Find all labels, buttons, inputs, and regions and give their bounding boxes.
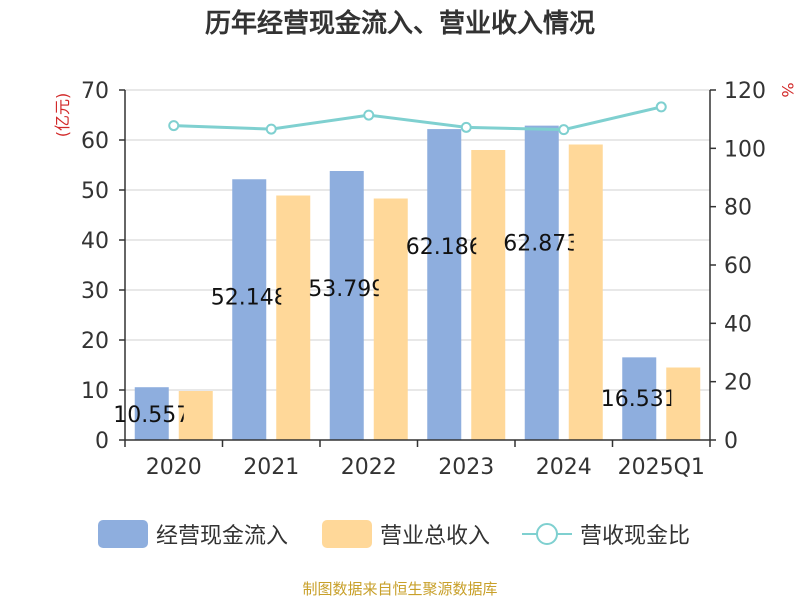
y-right-tick-label: 0 xyxy=(724,429,738,454)
x-tick-label: 2025Q1 xyxy=(618,455,705,480)
y-right-tick-label: 60 xyxy=(724,254,752,279)
ratio-point xyxy=(655,101,667,113)
bar-revenue xyxy=(178,391,213,440)
chart-title: 历年经营现金流入、营业收入情况 xyxy=(205,8,595,39)
bar-cash-inflow xyxy=(622,357,657,440)
y-left-tick-label: 70 xyxy=(81,79,109,104)
y-right-tick-label: 40 xyxy=(724,312,752,337)
y-left-tick-label: 40 xyxy=(81,229,109,254)
data-label-cash-inflow: 52.148 xyxy=(211,285,288,310)
bar-revenue xyxy=(568,144,603,440)
y-left-tick-label: 20 xyxy=(81,329,109,354)
bar-cash-inflow xyxy=(329,171,364,440)
legend-label-revenue: 营业总收入 xyxy=(380,524,491,549)
data-label-cash-inflow: 53.799 xyxy=(308,277,385,302)
bar-cash-inflow xyxy=(232,179,267,440)
legend: 经营现金流入 营业总收入 营收现金比 xyxy=(0,514,800,554)
y-left-tick-label: 60 xyxy=(81,129,109,154)
x-tick-label: 2020 xyxy=(146,455,202,480)
ratio-point xyxy=(265,123,277,135)
bars xyxy=(134,125,701,440)
ratio-point xyxy=(168,120,180,132)
x-tick-label: 2021 xyxy=(243,455,299,480)
y-left-tick-label: 0 xyxy=(95,429,109,454)
axes: 0 10 20 30 40 50 60 70 0 20 40 60 80 100 120 2020 2021 20… xyxy=(81,79,766,480)
y-left-label: (亿元) xyxy=(53,93,72,138)
ratio-point xyxy=(363,109,375,121)
bar-cash-inflow xyxy=(134,387,169,440)
x-tick-label: 2022 xyxy=(341,455,397,480)
bar-revenue xyxy=(276,195,311,440)
y-right-tick-label: 20 xyxy=(724,371,752,396)
y-right-tick-label: 80 xyxy=(724,196,752,221)
legend-swatch-ratio xyxy=(522,520,572,548)
bar-revenue xyxy=(373,198,408,440)
legend-item-cash-inflow[interactable]: 经营现金流入 xyxy=(98,514,288,554)
gridlines xyxy=(125,89,710,391)
y-left-tick-label: 10 xyxy=(81,379,109,404)
bar-revenue xyxy=(471,150,506,440)
source-note: 制图数据来自恒生聚源数据库 xyxy=(302,580,498,598)
y-left-tick-label: 50 xyxy=(81,179,109,204)
legend-label-ratio: 营收现金比 xyxy=(580,524,691,549)
ratio-point xyxy=(460,121,472,133)
ratio-point xyxy=(558,124,570,136)
x-tick-label: 2024 xyxy=(536,455,592,480)
legend-swatch-cash-inflow xyxy=(98,520,148,548)
bar-cash-inflow xyxy=(524,125,559,440)
data-label-cash-inflow: 16.531 xyxy=(601,387,678,412)
legend-item-revenue[interactable]: 营业总收入 xyxy=(322,514,490,554)
data-label-cash-inflow: 62.873 xyxy=(503,232,580,257)
x-tick-label: 2023 xyxy=(438,455,494,480)
ratio-polyline xyxy=(173,105,662,132)
bar-revenue xyxy=(666,367,701,440)
bar-cash-inflow xyxy=(427,129,462,440)
legend-label-cash-inflow: 经营现金流入 xyxy=(156,524,289,549)
y-right-tick-label: 120 xyxy=(724,79,766,104)
data-label-cash-inflow: 10.557 xyxy=(113,403,190,428)
legend-item-ratio[interactable]: 营收现金比 xyxy=(522,514,690,554)
y-right-label: % xyxy=(778,82,797,97)
data-label-cash-inflow: 62.186 xyxy=(406,235,483,260)
legend-swatch-revenue xyxy=(322,520,372,548)
y-left-tick-label: 30 xyxy=(81,279,109,304)
ratio-line xyxy=(168,101,667,136)
data-labels: 10.557 52.148 53.799 62.186 62.873 16.531 xyxy=(113,232,678,428)
y-right-tick-label: 100 xyxy=(724,137,766,162)
